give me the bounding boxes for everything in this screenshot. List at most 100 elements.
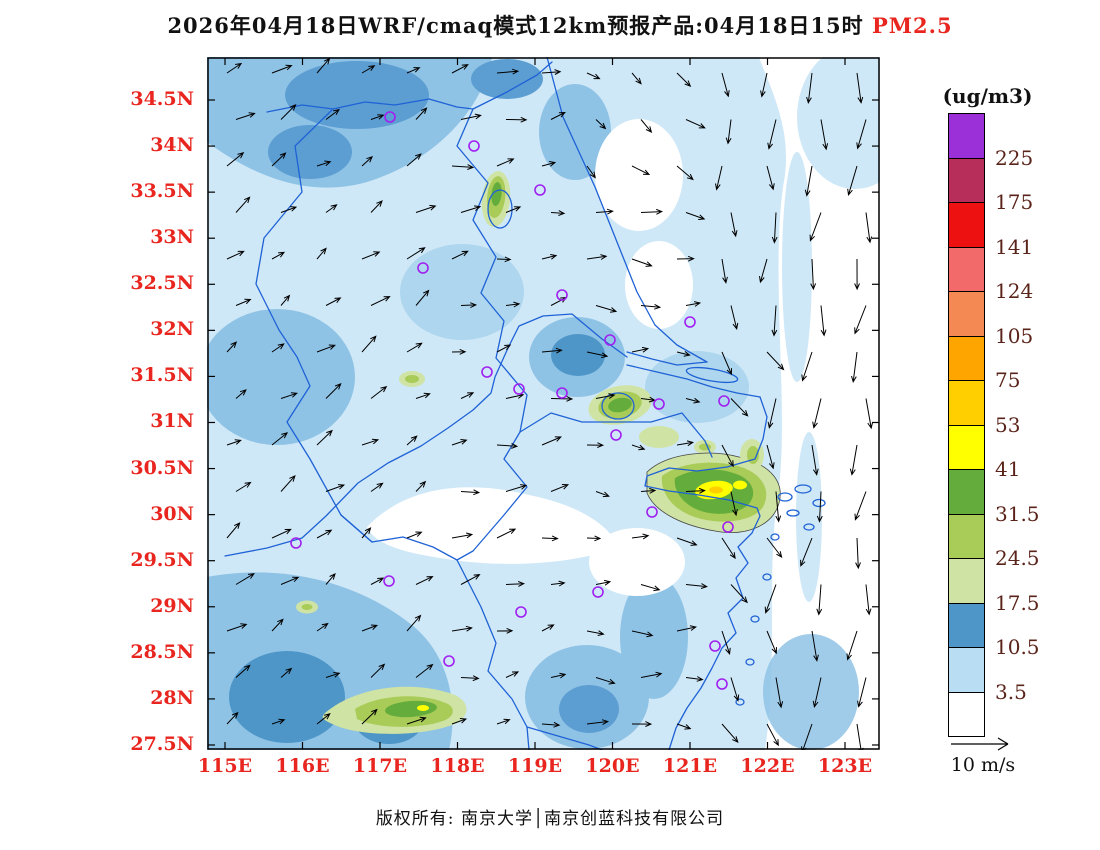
pm25-contour-layer <box>207 57 880 750</box>
wind-arrow <box>856 72 864 104</box>
lat-tick-label: 31N <box>150 410 194 433</box>
contour-region <box>608 397 632 413</box>
colorbar-swatch <box>948 513 985 559</box>
lon-axis: 115E 116E 117E 118E 119E 120E 121E 122E 123E <box>198 755 880 783</box>
wind-arrow <box>271 432 289 446</box>
wind-arrow <box>767 119 777 150</box>
wind-arrow <box>325 108 340 120</box>
island <box>750 615 760 623</box>
station-marker <box>481 366 493 378</box>
lon-tick-label: 122E <box>740 755 795 777</box>
station-marker <box>646 506 658 518</box>
wind-arrow <box>640 584 661 592</box>
wind-arrow <box>460 205 482 213</box>
wind-arrow <box>460 392 475 399</box>
wind-arrow <box>676 440 695 447</box>
wind-arrow <box>730 305 739 330</box>
colorbar-swatch <box>948 691 985 737</box>
wind-arrow <box>235 573 255 585</box>
wind-arrow <box>226 62 243 74</box>
wind-arrow <box>676 255 695 262</box>
wind-arrow <box>271 528 292 539</box>
coastline <box>644 396 768 750</box>
lat-tick-label: 27.5N <box>130 732 194 755</box>
wind-arrow <box>235 664 251 678</box>
wind-arrow <box>406 67 421 74</box>
wind-arrow <box>361 624 379 632</box>
island <box>770 533 780 541</box>
colorbar-level-label: 175 <box>995 190 1034 214</box>
wind-arrow <box>766 444 775 470</box>
wind-arrow <box>715 165 723 191</box>
wind-arrow <box>235 196 251 213</box>
wind-arrow <box>271 251 286 260</box>
wind-arrow <box>316 529 333 539</box>
map-canvas <box>207 57 880 750</box>
wind-arrow <box>854 305 867 335</box>
wind-arrow <box>685 212 706 220</box>
wind-arrow <box>806 72 813 105</box>
wind-arrow <box>775 677 784 709</box>
wind-arrow <box>235 298 252 306</box>
wind-arrow <box>766 351 785 371</box>
wind-arrow <box>496 68 520 75</box>
colorbar-swatch <box>948 380 985 426</box>
wind-arrow <box>406 716 427 725</box>
wind-arrow <box>415 289 430 306</box>
wind-arrow <box>370 482 384 492</box>
station-marker <box>653 398 665 410</box>
wind-arrow <box>811 444 819 476</box>
wind-arrow <box>685 676 704 682</box>
wind-arrow <box>460 302 478 309</box>
contour-region <box>491 182 502 206</box>
contour-region <box>301 604 313 610</box>
wind-arrow <box>415 480 427 492</box>
wind-arrow <box>676 72 692 87</box>
wind-arrow <box>856 119 867 150</box>
wind-arrow <box>730 491 738 517</box>
wind-arrow <box>280 392 298 399</box>
contour-region <box>709 486 723 494</box>
wind-arrow <box>451 625 473 632</box>
wind-arrow <box>271 343 285 353</box>
wind-arrow <box>631 630 654 638</box>
province-border <box>266 61 553 113</box>
wind-arrow <box>235 481 252 492</box>
wind-arrow <box>595 491 610 498</box>
wind-arrow <box>676 351 691 357</box>
wind-arrow <box>361 335 377 353</box>
contour-region <box>796 432 822 602</box>
yangtze-north-bank <box>626 351 708 366</box>
coastline <box>546 57 708 363</box>
wind-arrow <box>851 351 858 384</box>
wind-arrow <box>505 206 522 213</box>
wind-arrow <box>595 119 607 130</box>
lat-tick-label: 31.5N <box>130 364 194 387</box>
wind-arrow <box>325 297 342 306</box>
wind-arrow <box>460 489 481 496</box>
colorbar-swatch <box>948 335 985 381</box>
lon-tick-label: 118E <box>430 755 485 777</box>
contour-region <box>539 84 611 180</box>
wind-arrow <box>586 442 605 448</box>
contour-region <box>400 244 524 340</box>
wind-arrow <box>725 119 732 145</box>
wind-arrow <box>854 258 860 291</box>
lat-axis: 34.5N 34N 33.5N 33N 32.5N 32N 31.5N 31N 30.5N 30N… <box>126 57 200 755</box>
wind-arrow <box>631 346 650 353</box>
contour-region <box>559 685 619 733</box>
wind-legend-arrow-icon <box>951 737 1009 751</box>
wind-arrow <box>316 429 333 446</box>
station-marker <box>716 678 728 690</box>
colorbar-level-label: 75 <box>995 368 1021 392</box>
wind-arrow <box>415 204 437 213</box>
province-borders <box>224 57 826 750</box>
wind-arrow <box>541 436 562 446</box>
wind-arrow <box>640 671 663 678</box>
lat-tick-label: 29N <box>150 594 194 617</box>
wind-arrow <box>496 344 512 353</box>
wind-arrow <box>595 579 612 586</box>
wind-arrow <box>316 713 331 725</box>
island <box>786 509 800 517</box>
station-marker <box>722 521 734 533</box>
